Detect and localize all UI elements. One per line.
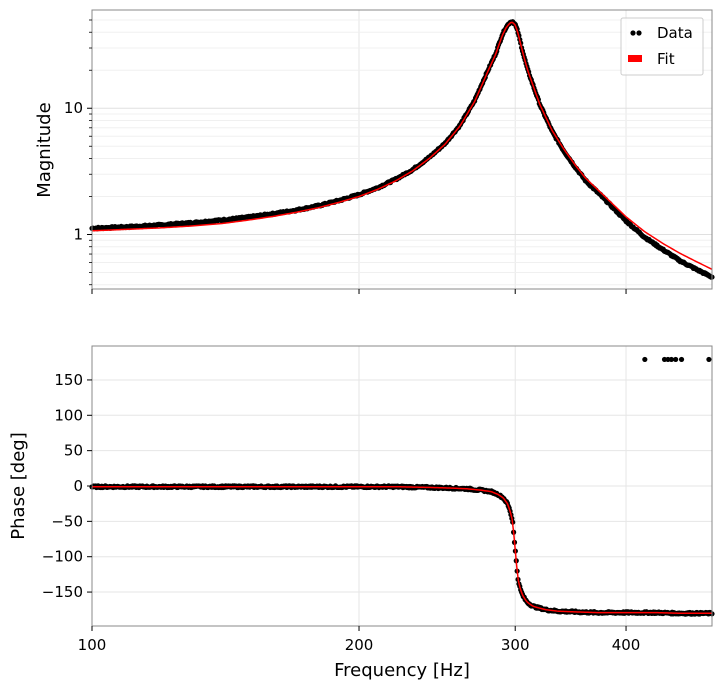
legend-data-marker-2 — [636, 30, 642, 36]
legend-data-marker-1 — [630, 30, 636, 36]
legend-fit-label: Fit — [657, 50, 675, 68]
magnitude-axis-label: Magnitude — [34, 102, 55, 197]
magnitude-data-series — [89, 19, 715, 280]
frequency-tick-label: 200 — [345, 636, 374, 654]
phase-ytick-label: 0 — [73, 477, 83, 495]
magnitude-grid — [91, 10, 712, 289]
phase-ytick-label: −150 — [42, 583, 83, 601]
frequency-tick-label: 100 — [78, 636, 107, 654]
phase-data-point-wrapped — [642, 356, 648, 363]
frequency-axis-label: Frequency [Hz] — [334, 660, 470, 681]
magnitude-ticks: 1 10 — [64, 19, 627, 294]
magnitude-ytick-label: 10 — [64, 99, 83, 117]
magnitude-ytick-label: 1 — [73, 225, 83, 243]
phase-data-point-wrapped — [678, 356, 685, 363]
phase-data-point-wrapped — [673, 356, 679, 363]
phase-ticks: −150 −100 −50 0 50 100 150 100 200 300 400 — [42, 371, 641, 654]
phase-grid — [91, 346, 712, 626]
magnitude-fit-line — [91, 21, 713, 270]
phase-data-point-wrapped — [706, 356, 712, 363]
phase-ytick-label: −50 — [51, 512, 83, 530]
phase-panel: −150 −100 −50 0 50 100 150 100 200 300 400 Phase [… — [8, 345, 715, 681]
legend-data-label: Data — [657, 24, 693, 42]
phase-data-point-wrapped — [668, 356, 675, 363]
phase-data-series — [89, 356, 715, 617]
phase-ytick-label: −100 — [42, 548, 83, 566]
magnitude-panel: 1 10 Magnitude Data Fit — [34, 9, 715, 294]
phase-fit-line — [92, 485, 712, 615]
magnitude-plot-frame — [91, 9, 713, 290]
frequency-tick-label: 300 — [501, 636, 530, 654]
phase-ytick-label: 50 — [64, 442, 83, 460]
phase-ytick-label: 100 — [54, 406, 83, 424]
phase-ytick-label: 150 — [54, 371, 83, 389]
phase-axis-label: Phase [deg] — [8, 432, 29, 539]
legend-fit-patch — [628, 55, 642, 62]
frequency-tick-label: 400 — [612, 636, 641, 654]
legend: Data Fit — [620, 17, 704, 76]
